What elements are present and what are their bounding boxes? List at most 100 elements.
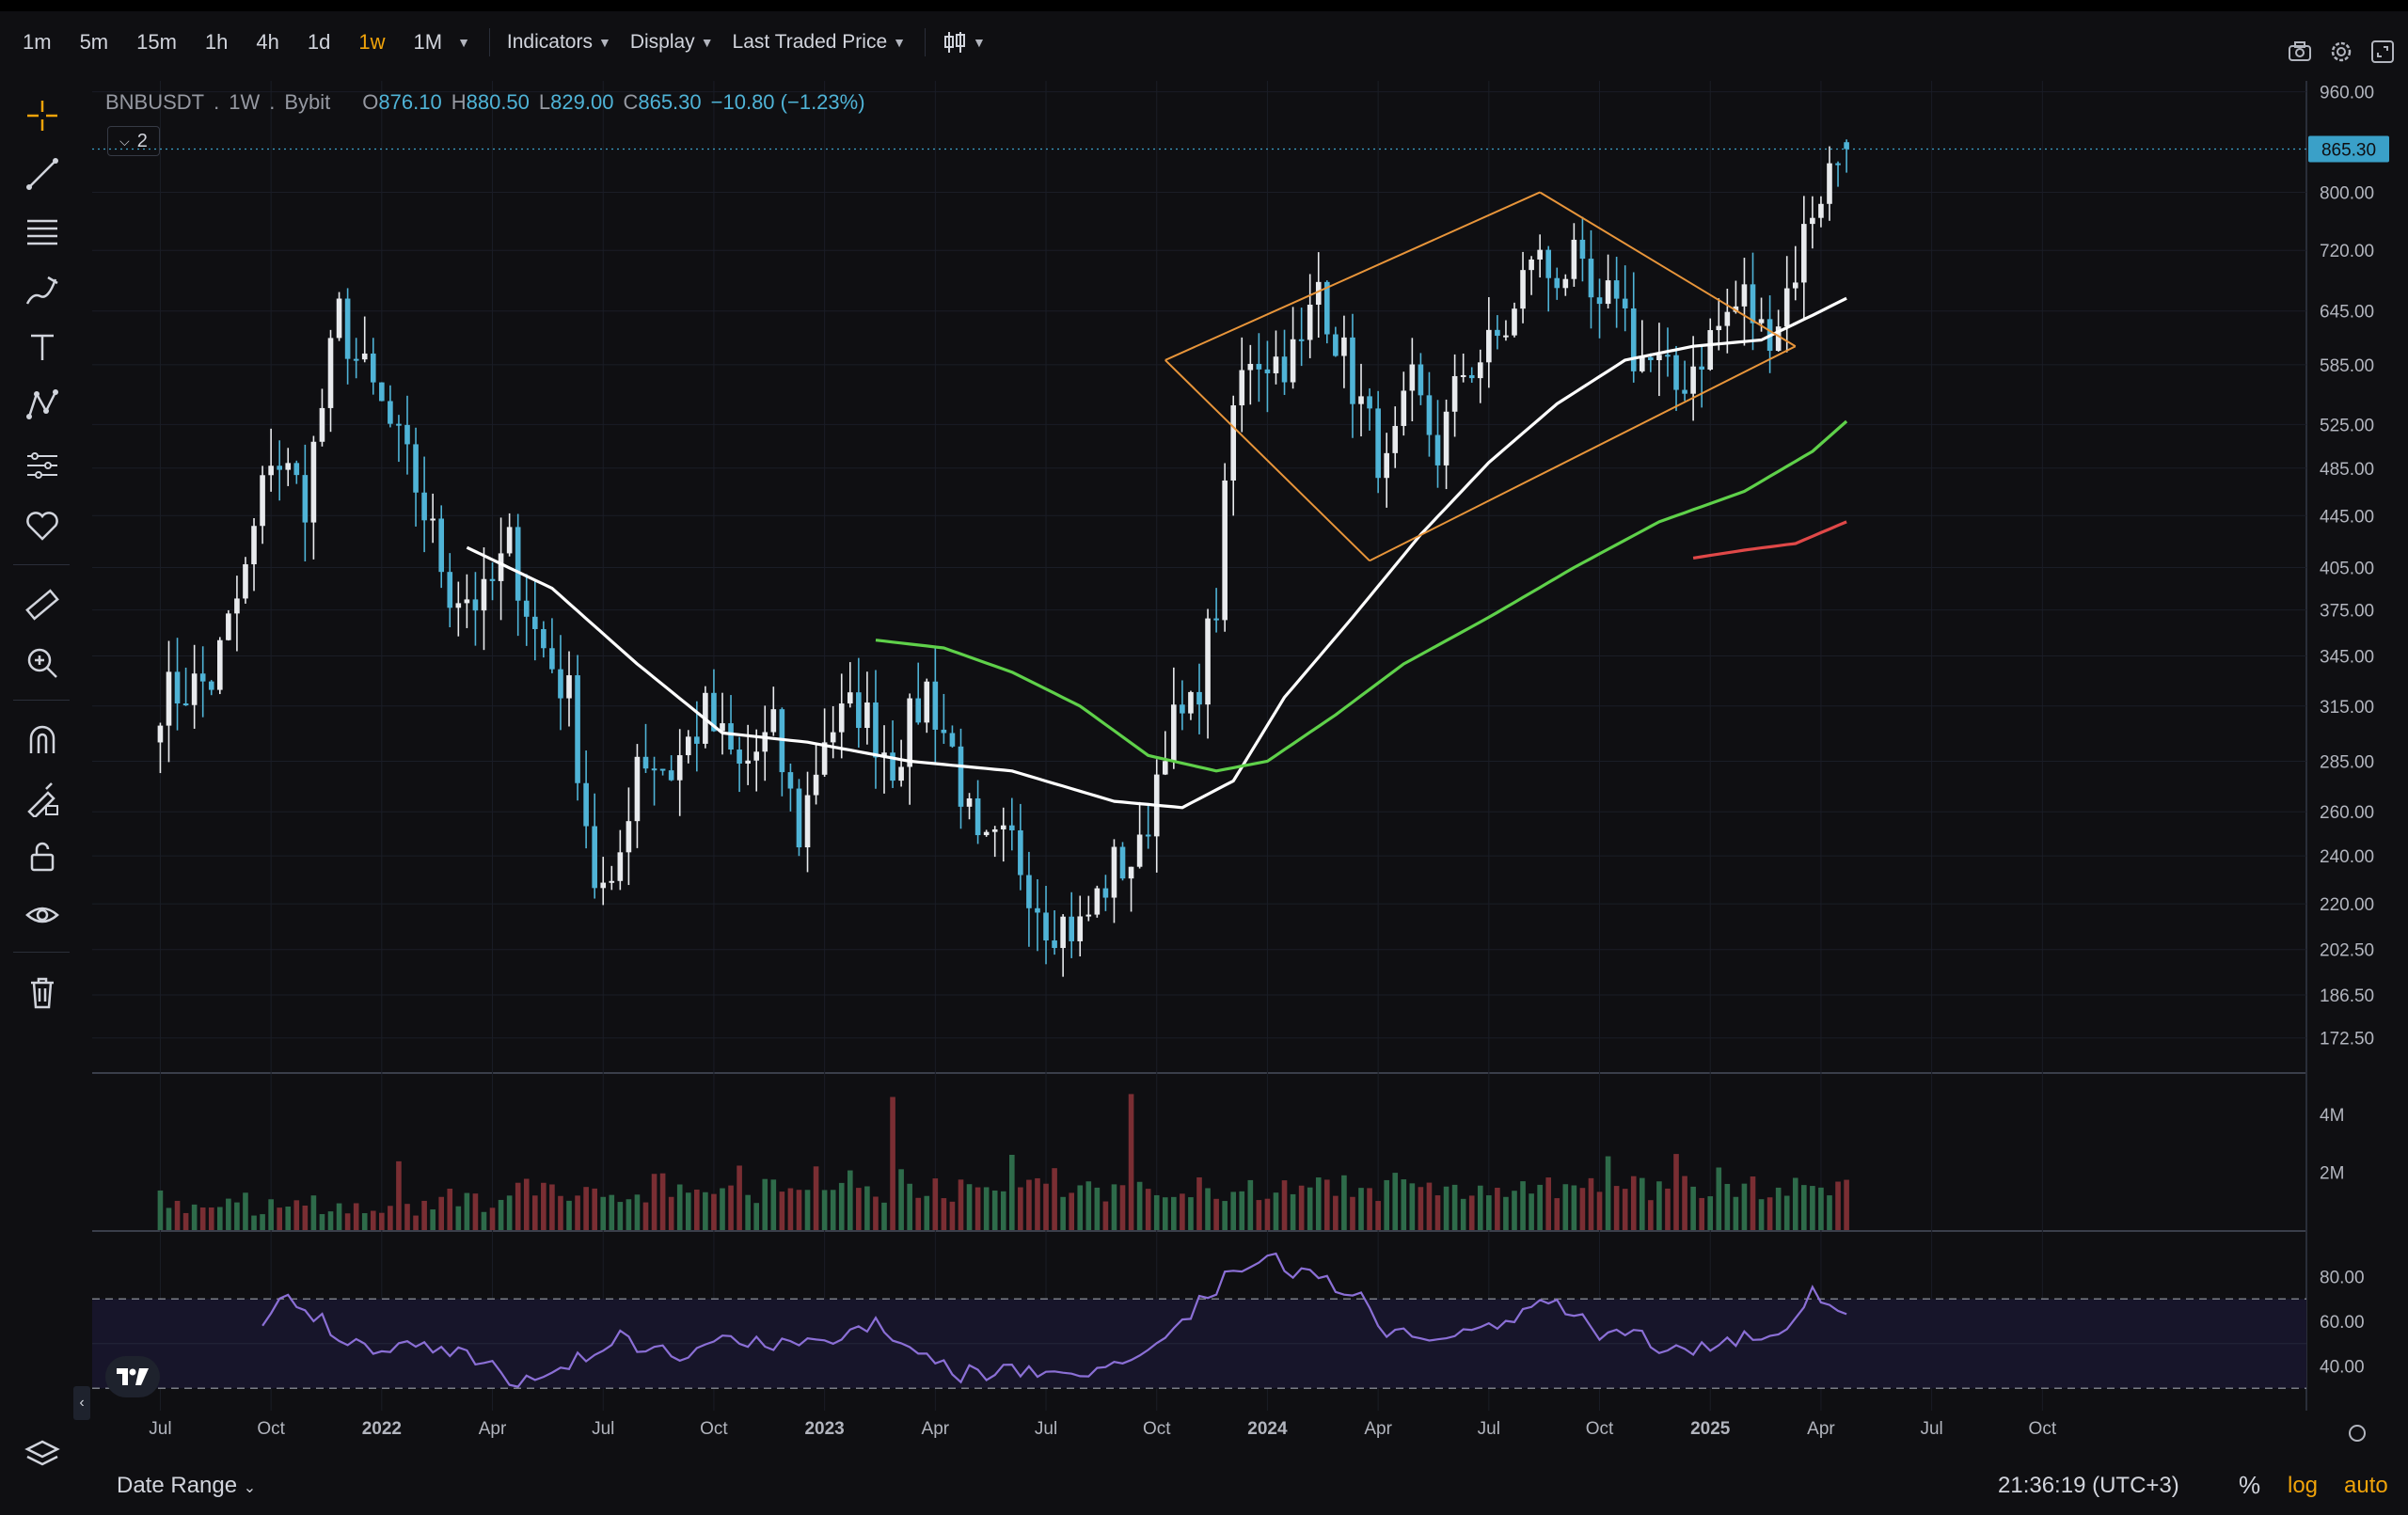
volume-bar: [1529, 1193, 1534, 1230]
favorites-heart-icon[interactable]: [21, 504, 64, 547]
projection-icon[interactable]: [21, 444, 64, 487]
collapse-panel-chevron-icon[interactable]: ‹: [73, 1386, 90, 1420]
candle-body: [1102, 888, 1109, 898]
volume-bar: [1239, 1191, 1245, 1230]
display-label: Display: [629, 31, 695, 53]
date-range-button[interactable]: Date Range ⌄: [117, 1473, 256, 1499]
candle-body: [796, 788, 802, 848]
volume-bar: [873, 1196, 879, 1230]
candle-body: [1486, 329, 1492, 363]
unlock-icon[interactable]: [21, 835, 64, 878]
volume-bar: [1409, 1183, 1416, 1230]
candle-body: [1222, 480, 1228, 621]
zoom-in-icon[interactable]: [21, 641, 64, 685]
sun-theme-icon: [2349, 1425, 2366, 1442]
crosshair-icon[interactable]: [21, 94, 64, 137]
candle-body: [1622, 298, 1628, 308]
volume-bar: [472, 1193, 479, 1230]
candle-body: [251, 526, 257, 565]
volume-bar: [651, 1174, 657, 1230]
candle-body: [489, 578, 496, 581]
percent-scale-toggle[interactable]: %: [2239, 1471, 2261, 1499]
chevron-down-icon: ▼: [973, 35, 986, 50]
lock-drawing-icon[interactable]: [21, 777, 64, 820]
volume-bar: [481, 1211, 487, 1230]
volume-bar: [1094, 1187, 1101, 1230]
volume-bar: [1801, 1185, 1807, 1230]
volume-bar: [1571, 1185, 1577, 1230]
indicators-button[interactable]: Indicators ▼: [507, 31, 611, 54]
candle-body: [558, 669, 563, 699]
timeframe-1w[interactable]: 1w: [358, 30, 386, 54]
candle-body: [1596, 297, 1603, 305]
candle-body: [344, 298, 351, 359]
time-axis-label: 2025: [1690, 1419, 1731, 1439]
volume-bar: [1588, 1177, 1594, 1230]
brush-icon[interactable]: [21, 269, 64, 312]
camera-icon[interactable]: [2288, 39, 2312, 64]
timeframe-5m[interactable]: 5m: [79, 30, 109, 54]
volume-bar: [506, 1195, 513, 1230]
volume-bar: [1827, 1195, 1832, 1230]
volume-bar: [531, 1195, 538, 1230]
time-axis-label: 2022: [362, 1419, 402, 1439]
candle-body: [1716, 325, 1722, 331]
trash-icon[interactable]: [21, 971, 64, 1014]
volume-bar: [1162, 1197, 1168, 1230]
candle-body: [958, 746, 964, 807]
volume-bar: [1724, 1183, 1731, 1230]
timeframe-1d[interactable]: 1d: [307, 30, 331, 54]
volume-bar: [327, 1211, 334, 1230]
volume-bar: [251, 1215, 257, 1230]
candle-body: [1579, 239, 1586, 260]
legend-collapse-button[interactable]: ⌵ 2: [107, 126, 160, 156]
candle-body: [498, 553, 504, 581]
candle-body: [1094, 888, 1101, 915]
layers-icon[interactable]: [21, 1433, 64, 1476]
timeframe-4h[interactable]: 4h: [256, 30, 279, 54]
ruler-icon[interactable]: [21, 583, 64, 626]
text-icon[interactable]: [21, 325, 64, 369]
candle-body: [617, 852, 624, 881]
candle-body: [711, 692, 717, 732]
candle-body: [659, 768, 666, 771]
eye-icon[interactable]: [21, 893, 64, 937]
volume-bar: [821, 1190, 828, 1230]
timeframe-dropdown-icon[interactable]: ▼: [457, 35, 470, 50]
settings-icon[interactable]: [2329, 39, 2353, 64]
timeframe-1M[interactable]: 1M: [413, 30, 443, 54]
fullscreen-icon[interactable]: [2370, 39, 2395, 64]
price-source-button[interactable]: Last Traded Price ▼: [733, 31, 906, 54]
candle-body: [327, 338, 334, 408]
horizontal-lines-icon[interactable]: [21, 211, 64, 254]
trend-line-icon[interactable]: [21, 152, 64, 196]
candle-body: [1119, 846, 1126, 879]
log-scale-toggle[interactable]: log: [2288, 1473, 2319, 1498]
timeframe-15m[interactable]: 15m: [136, 30, 177, 54]
candle-body: [447, 572, 453, 608]
chart-type-button[interactable]: ▼: [943, 30, 986, 55]
pattern-icon[interactable]: [21, 384, 64, 427]
candle-body: [1205, 618, 1211, 705]
time-axis-label: Oct: [1586, 1419, 1614, 1439]
timeframe-1m[interactable]: 1m: [23, 30, 52, 54]
volume-bar: [199, 1207, 206, 1230]
volume-bar: [1043, 1183, 1049, 1230]
volume-bar: [1392, 1173, 1399, 1230]
tradingview-logo[interactable]: [105, 1356, 160, 1397]
time-axis-label: Apr: [1807, 1419, 1835, 1439]
candle-body: [694, 736, 700, 744]
candle-body: [302, 475, 309, 523]
magnet-icon[interactable]: [21, 718, 64, 762]
candle-body: [737, 750, 742, 764]
tool-divider: [13, 564, 70, 565]
auto-scale-toggle[interactable]: auto: [2344, 1473, 2388, 1498]
candle-body: [1256, 363, 1262, 370]
candle-body: [1562, 278, 1569, 289]
candle-body: [566, 675, 572, 699]
volume-bar: [1579, 1188, 1586, 1230]
display-button[interactable]: Display ▼: [630, 31, 714, 54]
volume-bar: [685, 1192, 691, 1230]
timeframe-1h[interactable]: 1h: [204, 30, 229, 54]
